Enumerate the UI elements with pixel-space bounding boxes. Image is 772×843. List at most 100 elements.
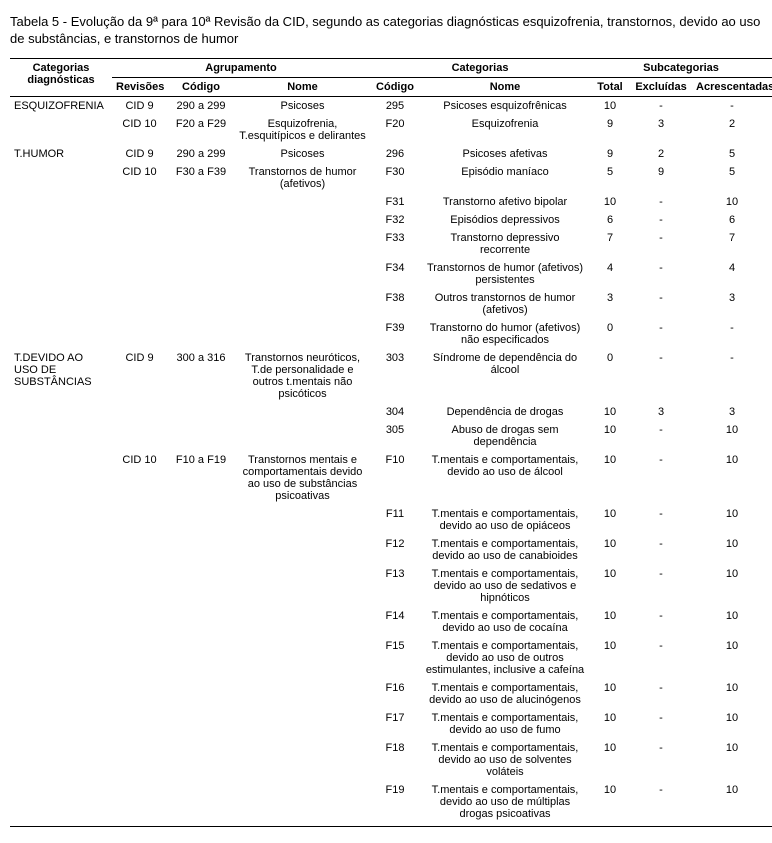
table-row: F34Transtornos de humor (afetivos) persi… [10,259,772,289]
cell-ccod: F20 [370,115,420,145]
cell-gnome [235,289,370,319]
cell-acr: 10 [692,709,772,739]
cell-exc: 3 [630,403,692,421]
cell-rev [112,289,167,319]
cell-rev: CID 10 [112,115,167,145]
table-row: F13T.mentais e comportamentais, devido a… [10,565,772,607]
cell-tot: 10 [590,421,630,451]
hdr-subcategorias: Subcategorias [590,58,772,77]
cell-gcod [167,781,235,827]
cell-acr: 2 [692,115,772,145]
cell-gcod [167,403,235,421]
cell-exc: - [630,349,692,403]
cell-ccod: 295 [370,96,420,115]
hdr-nome-g: Nome [235,77,370,96]
cell-gcod [167,565,235,607]
cell-tot: 10 [590,565,630,607]
cell-rev [112,535,167,565]
cell-gcod [167,739,235,781]
cell-cat [10,289,112,319]
table-row: F32Episódios depressivos6-6 [10,211,772,229]
cell-cnome: T.mentais e comportamentais, devido ao u… [420,607,590,637]
cell-rev [112,505,167,535]
cell-acr: 3 [692,403,772,421]
cell-gnome: Transtornos de humor (afetivos) [235,163,370,193]
cell-cnome: Transtorno do humor (afetivos) não espec… [420,319,590,349]
cell-cnome: T.mentais e comportamentais, devido ao u… [420,739,590,781]
cell-gnome [235,403,370,421]
cell-gnome: Transtornos mentais e comportamentais de… [235,451,370,505]
cell-gnome [235,319,370,349]
cell-tot: 4 [590,259,630,289]
cell-gnome [235,739,370,781]
cell-acr: 10 [692,679,772,709]
cell-ccod: F16 [370,679,420,709]
cell-gnome [235,505,370,535]
cell-gnome [235,193,370,211]
cell-exc: - [630,709,692,739]
cell-ccod: F10 [370,451,420,505]
cell-gcod: F20 a F29 [167,115,235,145]
cell-cnome: T.mentais e comportamentais, devido ao u… [420,781,590,827]
cell-ccod: F34 [370,259,420,289]
cell-cat [10,403,112,421]
cell-ccod: F39 [370,319,420,349]
cell-tot: 7 [590,229,630,259]
cell-exc: - [630,319,692,349]
cell-acr: - [692,96,772,115]
cell-gnome: Psicoses [235,145,370,163]
cell-acr: 3 [692,289,772,319]
cell-gcod: F10 a F19 [167,451,235,505]
table-row: F16T.mentais e comportamentais, devido a… [10,679,772,709]
cell-cat: ESQUIZOFRENIA [10,96,112,115]
cell-ccod: F38 [370,289,420,319]
hdr-categorias: Categorias diagnósticas [10,58,112,96]
table-title: Tabela 5 - Evolução da 9ª para 10ª Revis… [10,14,762,48]
cell-ccod: F15 [370,637,420,679]
cell-ccod: F33 [370,229,420,259]
cell-ccod: 296 [370,145,420,163]
cell-cat [10,637,112,679]
table-row: CID 10F20 a F29Esquizofrenia, T.esquitíp… [10,115,772,145]
cell-acr: 10 [692,637,772,679]
table-row: CID 10F30 a F39Transtornos de humor (afe… [10,163,772,193]
cell-rev [112,229,167,259]
cell-gcod: 290 a 299 [167,96,235,115]
cell-gcod: 290 a 299 [167,145,235,163]
table-row: F12T.mentais e comportamentais, devido a… [10,535,772,565]
cell-ccod: F30 [370,163,420,193]
cell-acr: 10 [692,565,772,607]
cell-gcod [167,637,235,679]
cell-exc: - [630,637,692,679]
cell-acr: 10 [692,607,772,637]
cell-gnome [235,229,370,259]
table-row: F38Outros transtornos de humor (afetivos… [10,289,772,319]
cell-gcod: F30 a F39 [167,163,235,193]
cell-exc: - [630,193,692,211]
cell-exc: 9 [630,163,692,193]
table-row: T.HUMORCID 9290 a 299Psicoses296Psicoses… [10,145,772,163]
cell-rev [112,403,167,421]
cell-tot: 10 [590,193,630,211]
cell-exc: - [630,451,692,505]
cell-ccod: 305 [370,421,420,451]
table-row: 305Abuso de drogas sem dependência10-10 [10,421,772,451]
cell-exc: - [630,505,692,535]
cell-gnome [235,607,370,637]
cell-rev [112,565,167,607]
cell-acr: 10 [692,421,772,451]
hdr-agrupamento: Agrupamento [112,58,370,77]
cell-tot: 10 [590,739,630,781]
table-row: F19T.mentais e comportamentais, devido a… [10,781,772,827]
table-row: F18T.mentais e comportamentais, devido a… [10,739,772,781]
hdr-acrescentadas: Acrescentadas [692,77,772,96]
cell-ccod: 304 [370,403,420,421]
cell-gnome [235,637,370,679]
cell-exc: - [630,259,692,289]
cell-gnome [235,781,370,827]
cell-ccod: F32 [370,211,420,229]
cell-rev [112,211,167,229]
cell-rev [112,679,167,709]
cell-cnome: Psicoses afetivas [420,145,590,163]
cell-rev: CID 9 [112,349,167,403]
